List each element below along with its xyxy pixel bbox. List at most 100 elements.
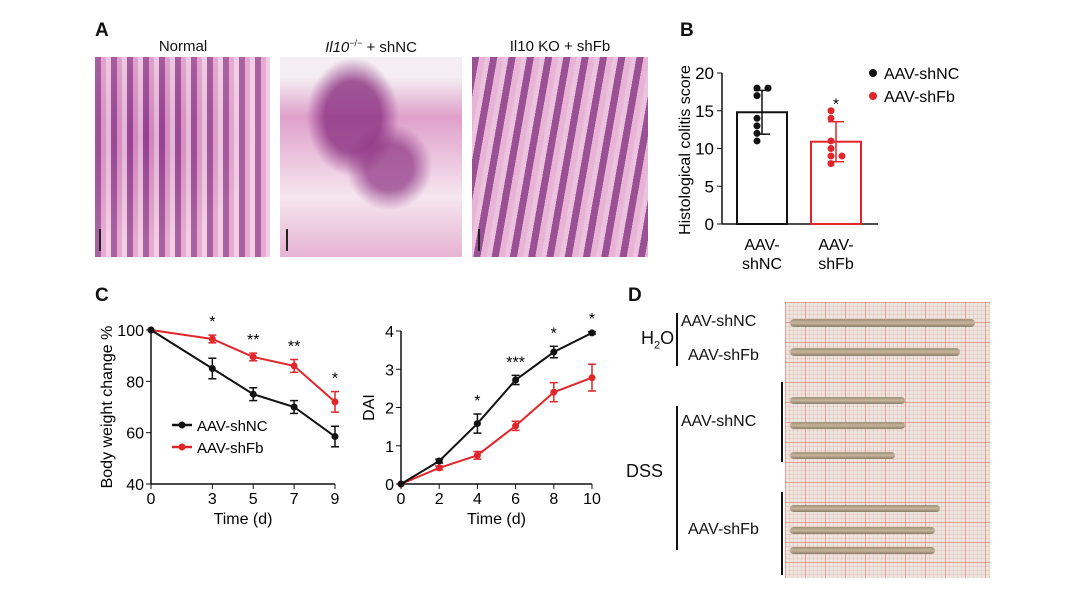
series-line-AAV-shNC xyxy=(400,332,593,485)
data-point xyxy=(397,480,405,488)
significance-marker: *** xyxy=(506,354,525,371)
row-label-h2o-shfb: AAV-shFb xyxy=(688,347,759,364)
data-point xyxy=(435,464,443,472)
scale-bar xyxy=(286,229,288,251)
y-tick-label: 1 xyxy=(385,439,394,456)
significance-marker: ** xyxy=(247,332,259,349)
title-text: Il10 KO + shFb xyxy=(509,38,611,55)
colon-specimen xyxy=(790,397,905,404)
data-point xyxy=(753,84,761,92)
y-tick-label: 60 xyxy=(126,426,144,443)
data-point xyxy=(588,374,596,382)
histology-image-il10ko-shfb xyxy=(472,57,648,257)
data-point xyxy=(827,137,835,145)
histology-title-il10ko-shfb: Il10 KO + shFb xyxy=(470,38,650,55)
legend-marker xyxy=(178,421,186,429)
legend-label: AAV-shFb xyxy=(884,89,955,106)
data-point xyxy=(473,420,481,428)
bracket-dss-shnc xyxy=(781,382,783,462)
bracket-dss xyxy=(676,406,678,550)
significance-marker: * xyxy=(833,97,839,114)
data-point xyxy=(208,365,216,372)
y-tick-label: 10 xyxy=(695,140,714,159)
data-point xyxy=(290,403,298,411)
x-tick-label: 6 xyxy=(511,491,520,508)
data-point xyxy=(512,422,520,430)
y-tick-label: 3 xyxy=(385,362,394,379)
y-tick-label: 15 xyxy=(695,102,714,121)
title-gene: Il10 xyxy=(325,39,350,56)
significance-marker: ** xyxy=(288,339,300,356)
panel-label-b: B xyxy=(680,20,694,41)
y-tick-label: 20 xyxy=(695,64,714,83)
x-tick-label: 7 xyxy=(290,491,299,508)
h2o-sub: 2 xyxy=(654,339,661,352)
y-tick-label: 5 xyxy=(705,177,714,196)
data-point xyxy=(827,145,835,152)
x-tick-label: shFb xyxy=(818,256,854,273)
title-suffix: + shNC xyxy=(362,39,417,56)
colon-specimen xyxy=(790,547,935,554)
series-line-AAV-shFb xyxy=(150,329,336,403)
data-point xyxy=(147,326,155,334)
data-point xyxy=(249,353,257,361)
group-label-dss: DSS xyxy=(626,461,664,481)
h2o-o: O xyxy=(660,328,675,348)
y-tick-label: 4 xyxy=(385,324,394,341)
y-tick-label: 40 xyxy=(126,477,144,494)
panel-label-c: C xyxy=(95,285,109,306)
title-genotype: −/− xyxy=(349,38,363,48)
x-tick-label: 0 xyxy=(397,491,406,508)
legend-marker xyxy=(178,443,186,451)
x-tick-label: 5 xyxy=(249,491,258,508)
x-tick-label: shNC xyxy=(742,256,782,273)
significance-marker: * xyxy=(474,393,480,410)
series-line-AAV-shFb xyxy=(400,376,593,485)
histology-title-il10-shnc: Il10−/− + shNC xyxy=(281,38,461,56)
legend-label: AAV-shNC xyxy=(884,66,959,83)
row-label-h2o-shnc: AAV-shNC xyxy=(681,313,757,330)
legend-marker xyxy=(869,92,877,100)
group-label-h2o: H2O xyxy=(641,328,674,352)
data-point xyxy=(753,92,761,100)
bracket-dss-shfb xyxy=(781,492,783,575)
data-point xyxy=(588,329,596,337)
panel-label-d: D xyxy=(628,285,642,306)
data-point xyxy=(827,152,835,160)
row-label-dss-shfb: AAV-shFb xyxy=(688,521,759,538)
significance-marker: * xyxy=(589,311,595,328)
row-label-dss-shnc: AAV-shNC xyxy=(681,413,757,430)
colon-specimen xyxy=(790,319,975,327)
data-point xyxy=(435,457,443,465)
data-point xyxy=(331,433,339,441)
colon-specimen xyxy=(790,348,960,356)
x-tick-label: 10 xyxy=(583,491,601,508)
data-point xyxy=(827,160,835,168)
y-axis-label: Histological colitis score xyxy=(677,65,694,235)
data-point xyxy=(512,376,520,384)
x-tick-label: 3 xyxy=(208,491,217,508)
colon-specimen xyxy=(790,452,895,459)
legend-marker xyxy=(869,69,877,77)
data-point xyxy=(550,388,558,396)
x-tick-label: 8 xyxy=(549,491,558,508)
histology-image-normal xyxy=(95,57,270,257)
data-point xyxy=(827,114,835,122)
y-axis-label: Body weight change % xyxy=(99,326,116,489)
data-point xyxy=(753,137,761,145)
data-point xyxy=(550,348,558,356)
title-text: Normal xyxy=(158,38,208,55)
y-tick-label: 80 xyxy=(126,374,144,391)
legend-label: AAV-shNC xyxy=(197,418,268,435)
scale-bar xyxy=(478,229,480,251)
panel-label-a: A xyxy=(95,20,109,41)
data-point xyxy=(473,451,481,459)
x-tick-label: AAV- xyxy=(818,237,853,254)
data-point xyxy=(753,122,761,130)
y-tick-label: 0 xyxy=(705,215,714,234)
scale-bar xyxy=(99,229,101,251)
y-axis-label: DAI xyxy=(361,394,378,421)
legend-label: AAV-shFb xyxy=(197,440,263,457)
data-point xyxy=(331,398,339,406)
